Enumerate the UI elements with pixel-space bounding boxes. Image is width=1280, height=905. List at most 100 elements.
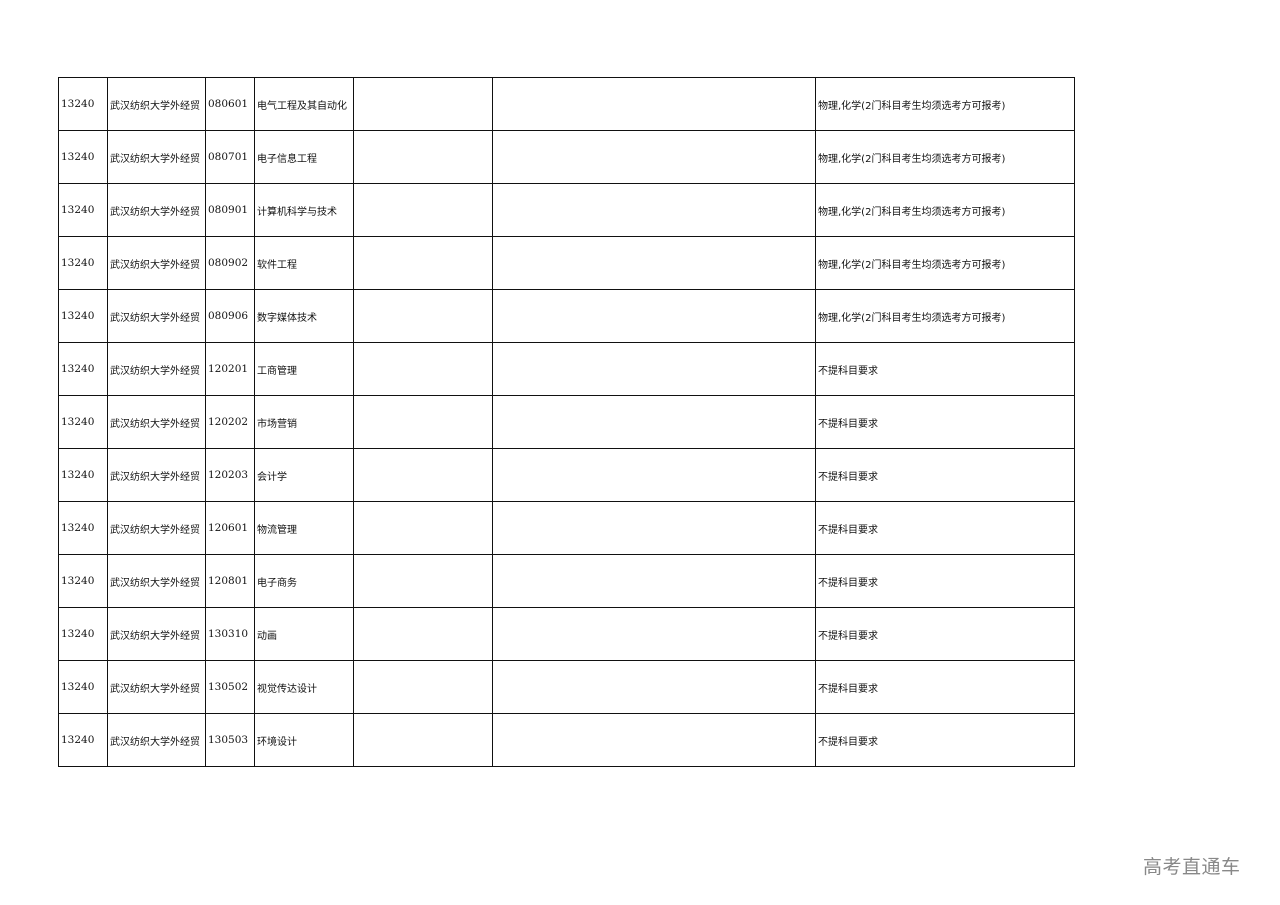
table-row: 13240 武汉纺织大学外经贸 080701 电子信息工程 物理,化学(2门科目考生均须… xyxy=(58,130,1075,184)
table-row: 13240 武汉纺织大学外经贸 120601 物流管理 不提科目要求 xyxy=(58,501,1075,555)
empty-cell xyxy=(353,448,493,502)
major-name-cell: 物流管理 xyxy=(254,501,354,555)
table-row: 13240 武汉纺织大学外经贸 130502 视觉传达设计 不提科目要求 xyxy=(58,660,1075,714)
subject-requirement-cell: 物理,化学(2门科目考生均须选考方可报考) xyxy=(815,289,1075,343)
school-name-cell: 武汉纺织大学外经贸 xyxy=(107,130,206,184)
institution-code-cell: 13240 xyxy=(58,448,108,502)
subject-requirement-cell: 不提科目要求 xyxy=(815,342,1075,396)
subject-requirement-cell: 不提科目要求 xyxy=(815,395,1075,449)
major-name-cell: 电子信息工程 xyxy=(254,130,354,184)
institution-code-cell: 13240 xyxy=(58,130,108,184)
school-name-cell: 武汉纺织大学外经贸 xyxy=(107,342,206,396)
subject-requirement-cell: 物理,化学(2门科目考生均须选考方可报考) xyxy=(815,183,1075,237)
empty-cell xyxy=(492,448,816,502)
empty-cell xyxy=(353,501,493,555)
empty-cell xyxy=(353,342,493,396)
empty-cell xyxy=(492,554,816,608)
empty-cell xyxy=(353,130,493,184)
subject-requirement-cell: 不提科目要求 xyxy=(815,713,1075,767)
major-name-cell: 软件工程 xyxy=(254,236,354,290)
subject-requirement-cell: 不提科目要求 xyxy=(815,448,1075,502)
empty-cell xyxy=(492,77,816,131)
empty-cell xyxy=(492,501,816,555)
empty-cell xyxy=(353,77,493,131)
empty-cell xyxy=(353,607,493,661)
empty-cell xyxy=(492,395,816,449)
institution-code-cell: 13240 xyxy=(58,713,108,767)
major-code-cell: 120203 xyxy=(205,448,255,502)
subject-requirement-cell: 不提科目要求 xyxy=(815,501,1075,555)
institution-code-cell: 13240 xyxy=(58,660,108,714)
major-code-cell: 080906 xyxy=(205,289,255,343)
school-name-cell: 武汉纺织大学外经贸 xyxy=(107,501,206,555)
subject-requirement-cell: 不提科目要求 xyxy=(815,554,1075,608)
table-row: 13240 武汉纺织大学外经贸 120202 市场营销 不提科目要求 xyxy=(58,395,1075,449)
school-name-cell: 武汉纺织大学外经贸 xyxy=(107,77,206,131)
major-code-cell: 080701 xyxy=(205,130,255,184)
empty-cell xyxy=(492,342,816,396)
school-name-cell: 武汉纺织大学外经贸 xyxy=(107,236,206,290)
subject-requirement-cell: 不提科目要求 xyxy=(815,607,1075,661)
major-code-cell: 120801 xyxy=(205,554,255,608)
school-name-cell: 武汉纺织大学外经贸 xyxy=(107,395,206,449)
table-row: 13240 武汉纺织大学外经贸 120201 工商管理 不提科目要求 xyxy=(58,342,1075,396)
major-name-cell: 会计学 xyxy=(254,448,354,502)
table-row: 13240 武汉纺织大学外经贸 120203 会计学 不提科目要求 xyxy=(58,448,1075,502)
major-code-cell: 120202 xyxy=(205,395,255,449)
empty-cell xyxy=(353,713,493,767)
institution-code-cell: 13240 xyxy=(58,501,108,555)
institution-code-cell: 13240 xyxy=(58,342,108,396)
empty-cell xyxy=(492,607,816,661)
major-name-cell: 数字媒体技术 xyxy=(254,289,354,343)
major-code-cell: 080901 xyxy=(205,183,255,237)
table-row: 13240 武汉纺织大学外经贸 130503 环境设计 不提科目要求 xyxy=(58,713,1075,767)
table-row: 13240 武汉纺织大学外经贸 080902 软件工程 物理,化学(2门科目考生均须选考… xyxy=(58,236,1075,290)
table-row: 13240 武汉纺织大学外经贸 080601 电气工程及其自动化 物理,化学(2门科目考… xyxy=(58,77,1075,131)
empty-cell xyxy=(353,236,493,290)
empty-cell xyxy=(353,395,493,449)
school-name-cell: 武汉纺织大学外经贸 xyxy=(107,660,206,714)
major-name-cell: 电气工程及其自动化 xyxy=(254,77,354,131)
major-name-cell: 视觉传达设计 xyxy=(254,660,354,714)
major-code-cell: 080601 xyxy=(205,77,255,131)
school-name-cell: 武汉纺织大学外经贸 xyxy=(107,607,206,661)
school-name-cell: 武汉纺织大学外经贸 xyxy=(107,554,206,608)
empty-cell xyxy=(492,130,816,184)
empty-cell xyxy=(492,183,816,237)
institution-code-cell: 13240 xyxy=(58,554,108,608)
major-code-cell: 120201 xyxy=(205,342,255,396)
major-code-cell: 130310 xyxy=(205,607,255,661)
major-code-cell: 130503 xyxy=(205,713,255,767)
institution-code-cell: 13240 xyxy=(58,395,108,449)
empty-cell xyxy=(353,554,493,608)
empty-cell xyxy=(492,713,816,767)
subject-requirements-table: 13240 武汉纺织大学外经贸 080601 电气工程及其自动化 物理,化学(2门科目考… xyxy=(58,77,1075,767)
institution-code-cell: 13240 xyxy=(58,289,108,343)
institution-code-cell: 13240 xyxy=(58,183,108,237)
major-name-cell: 动画 xyxy=(254,607,354,661)
institution-code-cell: 13240 xyxy=(58,77,108,131)
institution-code-cell: 13240 xyxy=(58,607,108,661)
school-name-cell: 武汉纺织大学外经贸 xyxy=(107,289,206,343)
table-row: 13240 武汉纺织大学外经贸 080901 计算机科学与技术 物理,化学(2门科目考生… xyxy=(58,183,1075,237)
major-code-cell: 120601 xyxy=(205,501,255,555)
subject-requirement-cell: 不提科目要求 xyxy=(815,660,1075,714)
empty-cell xyxy=(492,660,816,714)
table-row: 13240 武汉纺织大学外经贸 130310 动画 不提科目要求 xyxy=(58,607,1075,661)
watermark: 高考直通车 xyxy=(1143,856,1241,878)
major-name-cell: 环境设计 xyxy=(254,713,354,767)
major-name-cell: 计算机科学与技术 xyxy=(254,183,354,237)
major-name-cell: 工商管理 xyxy=(254,342,354,396)
table-row: 13240 武汉纺织大学外经贸 120801 电子商务 不提科目要求 xyxy=(58,554,1075,608)
school-name-cell: 武汉纺织大学外经贸 xyxy=(107,448,206,502)
major-code-cell: 130502 xyxy=(205,660,255,714)
subject-requirement-cell: 物理,化学(2门科目考生均须选考方可报考) xyxy=(815,130,1075,184)
major-code-cell: 080902 xyxy=(205,236,255,290)
major-name-cell: 市场营销 xyxy=(254,395,354,449)
empty-cell xyxy=(492,236,816,290)
table-row: 13240 武汉纺织大学外经贸 080906 数字媒体技术 物理,化学(2门科目考生均须… xyxy=(58,289,1075,343)
table-body: 13240 武汉纺织大学外经贸 080601 电气工程及其自动化 物理,化学(2门科目考… xyxy=(58,77,1075,767)
empty-cell xyxy=(353,183,493,237)
empty-cell xyxy=(353,660,493,714)
subject-requirement-cell: 物理,化学(2门科目考生均须选考方可报考) xyxy=(815,77,1075,131)
